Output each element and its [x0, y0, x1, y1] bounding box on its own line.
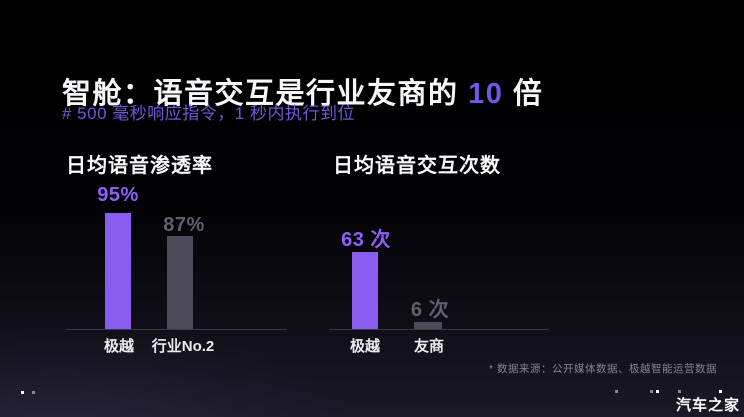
chart-interactions-label-competitor: 友商	[413, 338, 444, 355]
chart-interactions-value-competitor: 6 次	[410, 299, 450, 321]
chart-penetration-bar-industry	[167, 236, 193, 329]
watermark-dot	[32, 391, 35, 394]
chart-penetration-bar-jiyue	[105, 213, 131, 329]
slide-title-text: 智舱：语音交互是行业友商的	[62, 78, 469, 111]
chart-penetration-label-industry: 行业No.2	[151, 338, 215, 355]
autohome-watermark: 汽车之家	[675, 397, 740, 414]
watermark-dot	[719, 390, 722, 393]
slide-subtitle: # 500 毫秒响应指令，1 秒内执行到位	[62, 104, 355, 123]
watermark-dot	[21, 391, 24, 394]
watermark-dot	[678, 390, 681, 393]
chart-interactions-bar-competitor	[414, 322, 442, 329]
chart-interactions-title: 日均语音交互次数	[333, 155, 501, 177]
chart-penetration-label-jiyue: 极越	[103, 338, 134, 355]
chart-interactions-label-jiyue: 极越	[349, 338, 380, 355]
chart-interactions-bar-jiyue	[352, 252, 378, 329]
chart-penetration-title: 日均语音渗透率	[66, 155, 213, 177]
watermark-dot	[656, 390, 659, 393]
chart-penetration-value-industry: 87%	[163, 214, 205, 236]
chart-interactions-value-jiyue: 63 次	[341, 229, 391, 251]
slide-title-accent-number: 10	[468, 78, 504, 111]
watermark-dot	[615, 390, 618, 393]
data-source-note: * 数据来源：公开媒体数据、极越智能运营数据	[488, 363, 717, 375]
chart-penetration-axis-line	[66, 329, 287, 330]
watermark-dot	[650, 390, 653, 393]
slide-title: 智舱：语音交互是行业友商的 10 倍	[62, 70, 543, 112]
slide-title-suffix: 倍	[503, 78, 544, 111]
chart-penetration-value-jiyue: 95%	[97, 184, 139, 206]
chart-interactions-axis-line	[329, 329, 549, 330]
